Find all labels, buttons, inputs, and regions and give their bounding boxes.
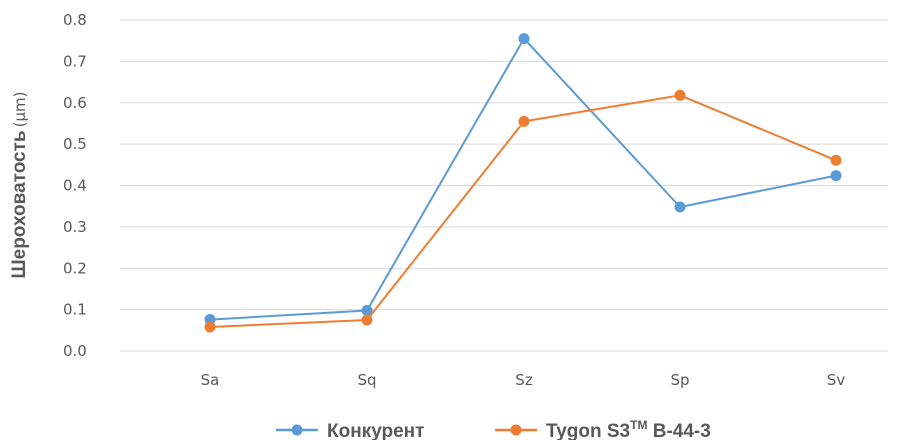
y-tick-label: 0.5: [63, 135, 87, 153]
legend-marker-konkurent: [291, 424, 303, 436]
legend-label-tygon-rest: B-44-3: [647, 421, 710, 440]
legend-label-tygon-sup: TM: [630, 418, 647, 432]
data-point: [674, 89, 686, 101]
y-tick-label: 0.4: [63, 177, 87, 195]
y-tick-label: 0.8: [63, 11, 87, 29]
y-tick-label: 0.7: [63, 52, 87, 70]
y-tick-label: 0.2: [63, 259, 87, 277]
y-axis-label-text: Шероховатость: [9, 130, 30, 278]
y-tick-label: 0.0: [63, 342, 87, 360]
y-tick-label: 0.6: [63, 94, 87, 112]
y-axis-label: Шероховатость (µm): [9, 92, 30, 279]
x-tick-label: Sv: [827, 371, 846, 389]
x-axis-ticks: Sa Sq Sz Sp Sv: [201, 371, 846, 389]
series-line-0: [209, 37, 837, 321]
legend-label-tygon-main: Tygon S3: [546, 421, 630, 440]
legend: Конкурент Tygon S3TM B-44-3: [276, 418, 711, 440]
x-tick-label: Sp: [670, 371, 689, 389]
legend-label-konkurent: Конкурент: [327, 421, 424, 440]
y-tick-label: 0.1: [63, 301, 87, 319]
series-group: [204, 33, 842, 333]
x-tick-label: Sq: [357, 371, 376, 389]
y-tick-label: 0.3: [63, 218, 87, 236]
data-point: [204, 321, 216, 333]
gridlines: [120, 19, 888, 352]
legend-label-tygon: Tygon S3TM B-44-3: [546, 418, 711, 440]
y-axis-ticks: 0.0 0.1 0.2 0.3 0.4 0.5 0.6 0.7 0.8: [63, 11, 87, 360]
data-point: [518, 115, 530, 127]
x-tick-label: Sz: [515, 371, 533, 389]
x-tick-label: Sa: [201, 371, 220, 389]
data-point: [830, 154, 842, 166]
data-point: [674, 201, 686, 213]
y-axis-label-unit: (µm): [11, 92, 29, 128]
data-point: [518, 33, 530, 45]
data-point: [361, 304, 373, 316]
legend-marker-tygon: [510, 424, 522, 436]
data-point: [830, 170, 842, 182]
series-line-1: [209, 94, 837, 328]
data-point: [361, 314, 373, 326]
